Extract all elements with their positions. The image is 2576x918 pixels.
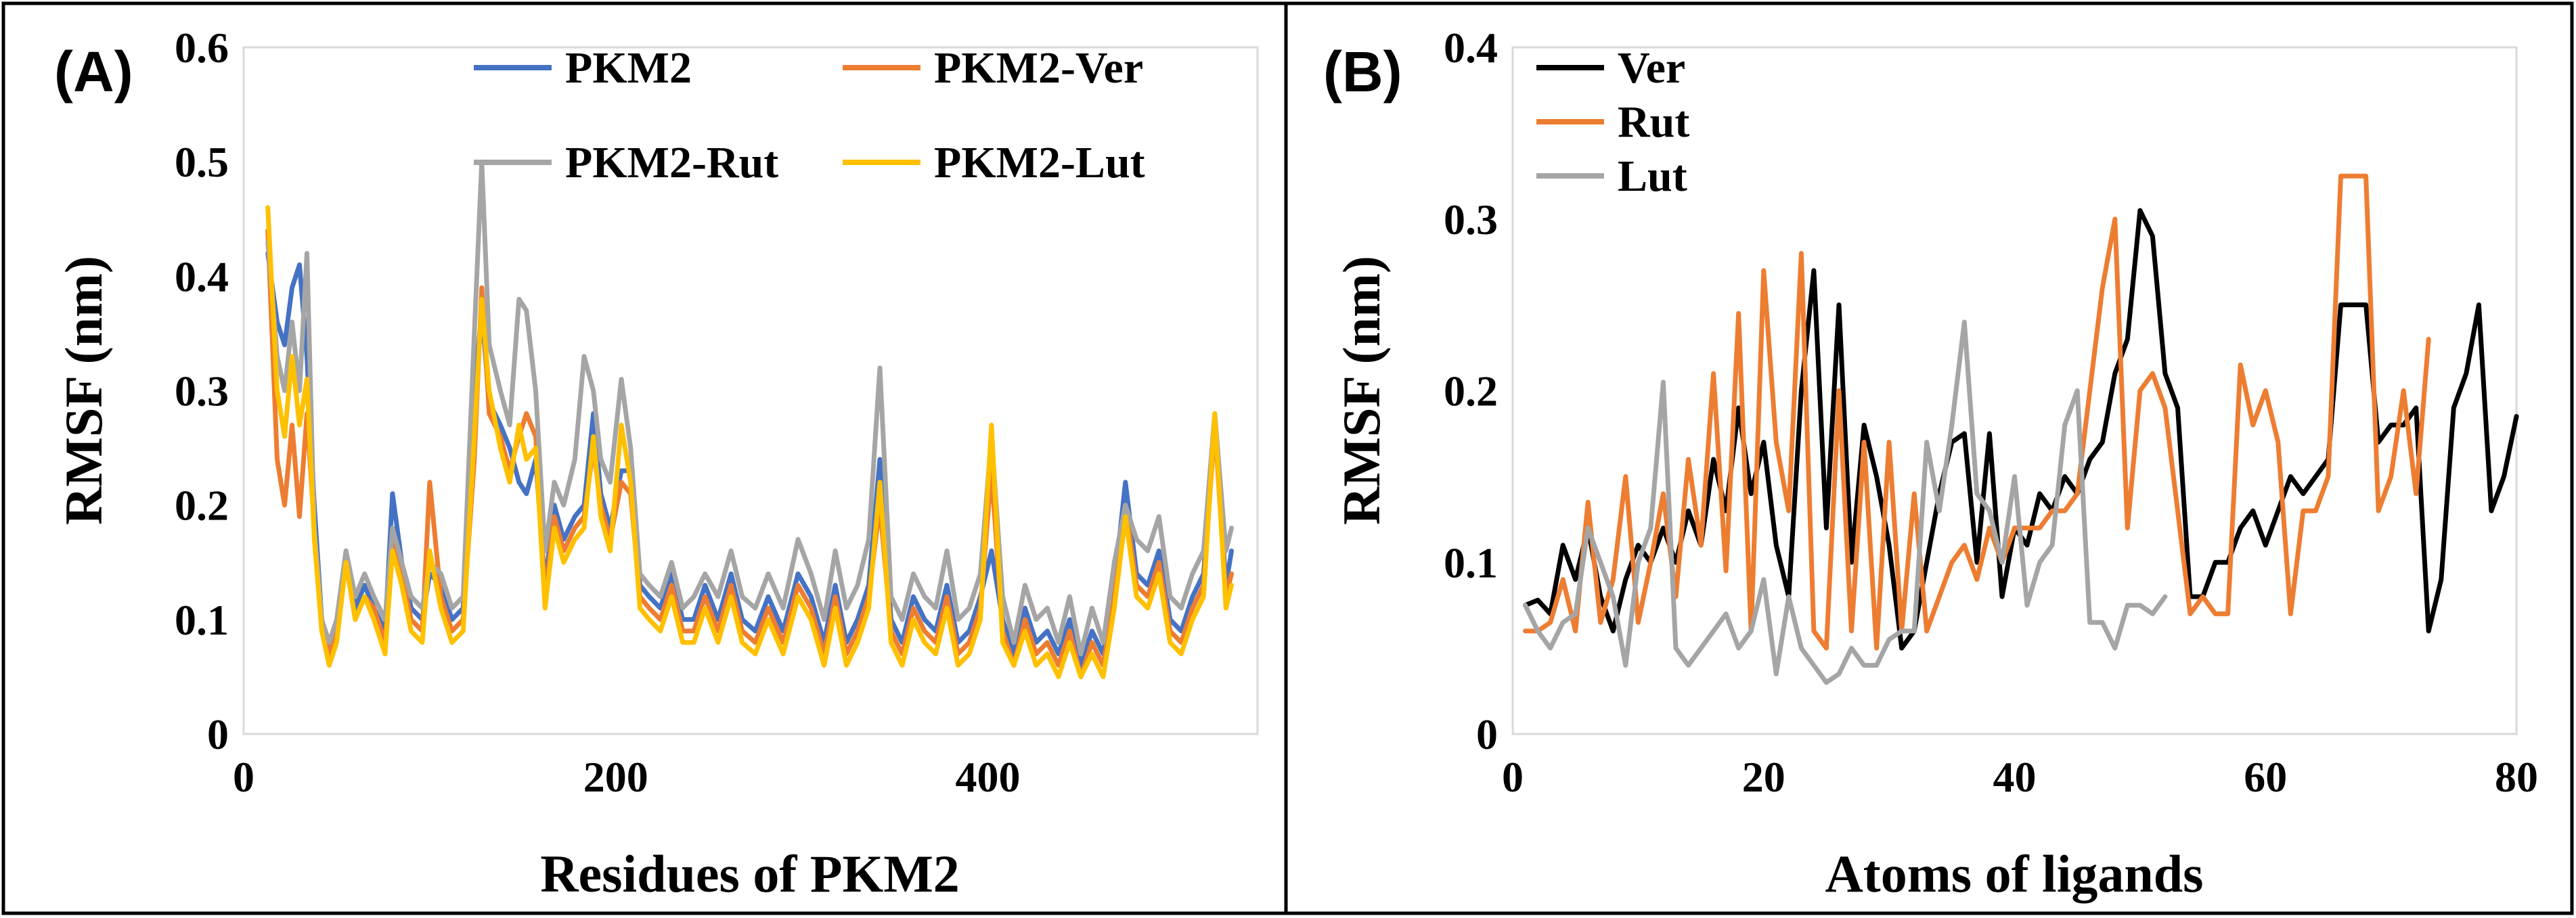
panel-b: 0 0.1 0.2 0.3 0.4 0 20 40 60 80 Atoms of ligands RM…	[1323, 24, 2538, 903]
y-tick-label: 0.2	[1444, 367, 1498, 415]
series-line-lut	[1523, 319, 2168, 685]
x-tick-label: 40	[1993, 753, 2037, 801]
y-tick-label: 0.3	[1444, 196, 1498, 244]
x-tick-label: 20	[1742, 753, 1785, 801]
series-line-rut	[1523, 173, 2431, 651]
y-axis-label: RMSF (nm)	[54, 256, 113, 525]
series-line-pkm2-lut	[265, 205, 1234, 679]
x-tick-label: 0	[1502, 753, 1524, 801]
plot-area	[242, 46, 1259, 735]
legend-label-pkm2: PKM2	[565, 43, 692, 93]
legend-label-pkm2-ver: PKM2-Ver	[934, 43, 1143, 93]
y-tick-label: 0	[207, 710, 229, 758]
y-tick-label: 0	[1476, 710, 1498, 758]
y-tick-label: 0.4	[1444, 24, 1498, 72]
x-axis-label: Residues of PKM2	[540, 844, 960, 903]
panel-label: (B)	[1323, 40, 1402, 104]
panel-a: 0 0.1 0.2 0.3 0.4 0.5 0.6 0 200 400 Residues of PK…	[54, 24, 1259, 903]
y-tick-label: 0.6	[175, 24, 229, 72]
x-tick-label: 400	[955, 753, 1020, 801]
legend-label-ver: Ver	[1618, 43, 1685, 93]
y-tick-label: 0.5	[175, 138, 229, 186]
series-line-pkm2-rut	[265, 159, 1234, 657]
y-tick-label: 0.1	[175, 596, 229, 644]
series-line-pkm2-ver	[265, 228, 1234, 679]
x-axis-label: Atoms of ligands	[1825, 844, 2203, 903]
series-line-pkm2	[265, 251, 1234, 668]
plot-area	[1511, 46, 2518, 735]
panel-label: (A)	[54, 40, 133, 104]
x-tick-label: 0	[233, 753, 254, 801]
legend-label-rut: Rut	[1618, 97, 1689, 147]
y-axis-label: RMSF (nm)	[1332, 256, 1391, 525]
legend-label-pkm2-lut: PKM2-Lut	[934, 138, 1145, 187]
y-tick-label: 0.3	[175, 367, 229, 415]
y-tick-label: 0.4	[175, 252, 229, 300]
y-tick-label: 0.1	[1444, 538, 1498, 587]
x-tick-label: 200	[583, 753, 648, 801]
legend-label-pkm2-rut: PKM2-Rut	[565, 138, 778, 187]
y-tick-label: 0.2	[175, 482, 229, 530]
legend-label-lut: Lut	[1618, 152, 1687, 201]
panel-b-frame	[1284, 1, 2574, 915]
x-tick-label: 60	[2244, 753, 2287, 801]
x-tick-label: 80	[2495, 753, 2538, 801]
